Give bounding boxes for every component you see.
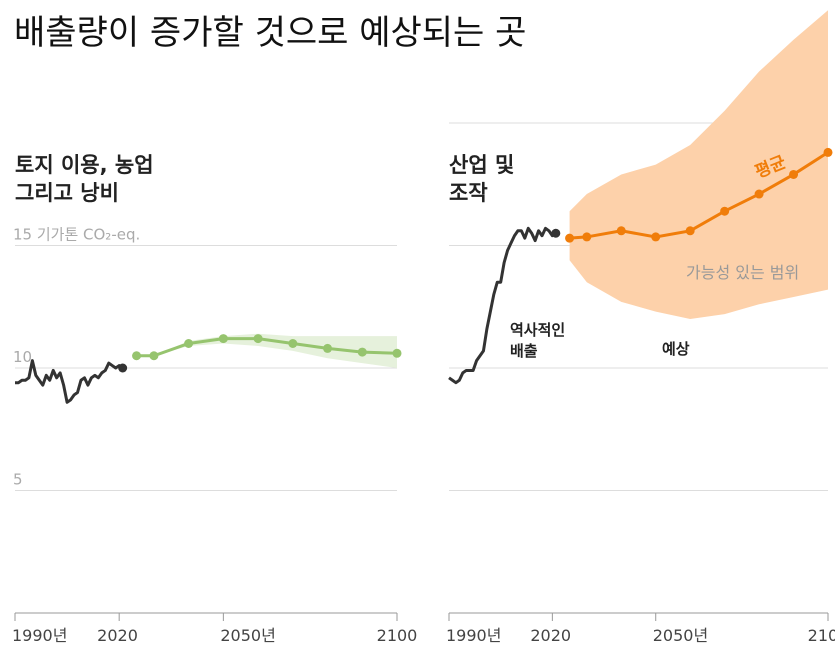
y-tick-label: 10 (13, 348, 32, 366)
x-tick-label: 2100 (377, 626, 418, 645)
panel-title: 산업 및 (449, 153, 514, 177)
projection-point (789, 169, 799, 179)
historical-line (15, 359, 124, 404)
x-tick-label: 2100 (808, 626, 835, 645)
x-tick-label: 1990년 (446, 626, 501, 645)
projection-point (288, 339, 298, 348)
projection-point (323, 343, 333, 353)
annotation: 역사적인 (510, 321, 565, 339)
annotation: 배출 (510, 342, 538, 360)
projection-point (685, 226, 695, 236)
historical-end-point (551, 228, 561, 238)
projection-point (357, 347, 367, 357)
y-tick-label: 15 기가톤 CO₂-eq. (13, 226, 140, 244)
panel-title: 그리고 낭비 (15, 181, 119, 205)
projection-point (149, 351, 159, 361)
projection-point (582, 232, 592, 242)
x-tick-label: 2050년 (220, 626, 275, 645)
x-tick-label: 2020 (530, 626, 571, 645)
projection-point (184, 339, 194, 348)
panel-title: 조작 (449, 181, 488, 205)
x-tick-label: 2050년 (653, 626, 708, 645)
page-title: 배출량이 증가할 것으로 예상되는 곳 (14, 13, 526, 53)
annotation: 가능성 있는 범위 (686, 263, 799, 282)
projection-point (720, 206, 730, 216)
historical-line (448, 226, 557, 385)
projection-point (218, 334, 228, 344)
x-tick-label: 1990년 (12, 626, 67, 645)
projection-point (132, 351, 142, 361)
range-band (569, 10, 828, 320)
projection-point (651, 232, 661, 242)
annotation: 예상 (662, 340, 690, 358)
x-tick-label: 2020 (97, 626, 138, 645)
panel-title: 토지 이용, 농업 (15, 153, 154, 177)
projection-point (565, 233, 575, 243)
historical-end-point (118, 363, 128, 373)
projection-point (823, 147, 833, 157)
projection-point (754, 189, 764, 199)
projection-point (616, 226, 626, 236)
y-tick-label: 5 (13, 471, 23, 489)
projection-point (253, 334, 263, 344)
projection-point (392, 348, 402, 358)
